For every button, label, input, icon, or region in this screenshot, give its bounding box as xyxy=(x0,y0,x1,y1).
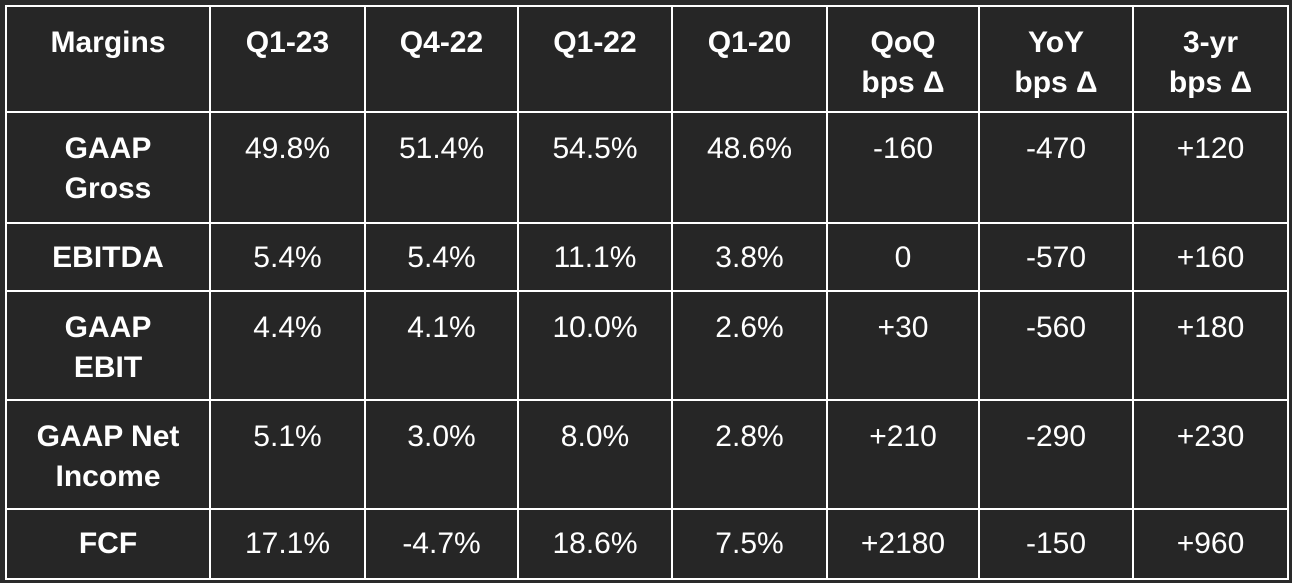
cell-3yr: +960 xyxy=(1132,508,1289,580)
header-3yr: 3-yr bps Δ xyxy=(1132,5,1289,113)
cell-value: 4.4% xyxy=(209,290,366,401)
cell-qoq: 0 xyxy=(826,222,980,292)
cell-value: 7.5% xyxy=(671,508,828,580)
cell-qoq: +210 xyxy=(826,399,980,510)
cell-value: 5.4% xyxy=(364,222,519,292)
cell-yoy: -470 xyxy=(978,111,1134,224)
cell-value: 5.4% xyxy=(209,222,366,292)
table-row: GAAP Gross 49.8% 51.4% 54.5% 48.6% -160 -… xyxy=(5,111,1289,224)
cell-3yr: +120 xyxy=(1132,111,1289,224)
cell-3yr: +230 xyxy=(1132,399,1289,510)
table-row: FCF 17.1% -4.7% 18.6% 7.5% +2180 -150 +9… xyxy=(5,508,1289,580)
header-qoq: QoQ bps Δ xyxy=(826,5,980,113)
header-q1-22: Q1-22 xyxy=(517,5,673,113)
margins-table: Margins Q1-23 Q4-22 Q1-22 Q1-20 QoQ bps Δ… xyxy=(5,5,1289,580)
cell-value: 2.6% xyxy=(671,290,828,401)
row-label-gaap-net-income: GAAP Net Income xyxy=(5,399,211,510)
cell-value: 8.0% xyxy=(517,399,673,510)
cell-value: 51.4% xyxy=(364,111,519,224)
cell-value: 10.0% xyxy=(517,290,673,401)
cell-value: 54.5% xyxy=(517,111,673,224)
header-q1-23: Q1-23 xyxy=(209,5,366,113)
row-label-gaap-ebit: GAAP EBIT xyxy=(5,290,211,401)
cell-value: 17.1% xyxy=(209,508,366,580)
table-row: GAAP Net Income 5.1% 3.0% 8.0% 2.8% +210 … xyxy=(5,399,1289,510)
header-margins: Margins xyxy=(5,5,211,113)
cell-value: 49.8% xyxy=(209,111,366,224)
cell-qoq: +30 xyxy=(826,290,980,401)
cell-yoy: -570 xyxy=(978,222,1134,292)
cell-yoy: -150 xyxy=(978,508,1134,580)
cell-yoy: -560 xyxy=(978,290,1134,401)
cell-value: -4.7% xyxy=(364,508,519,580)
row-label-fcf: FCF xyxy=(5,508,211,580)
row-label-ebitda: EBITDA xyxy=(5,222,211,292)
cell-yoy: -290 xyxy=(978,399,1134,510)
cell-3yr: +160 xyxy=(1132,222,1289,292)
header-yoy: YoY bps Δ xyxy=(978,5,1134,113)
cell-value: 3.8% xyxy=(671,222,828,292)
cell-qoq: +2180 xyxy=(826,508,980,580)
row-label-gaap-gross: GAAP Gross xyxy=(5,111,211,224)
cell-value: 3.0% xyxy=(364,399,519,510)
header-q4-22: Q4-22 xyxy=(364,5,519,113)
cell-3yr: +180 xyxy=(1132,290,1289,401)
cell-value: 5.1% xyxy=(209,399,366,510)
header-q1-20: Q1-20 xyxy=(671,5,828,113)
header-row: Margins Q1-23 Q4-22 Q1-22 Q1-20 QoQ bps Δ… xyxy=(5,5,1289,113)
cell-qoq: -160 xyxy=(826,111,980,224)
cell-value: 18.6% xyxy=(517,508,673,580)
cell-value: 11.1% xyxy=(517,222,673,292)
table-row: EBITDA 5.4% 5.4% 11.1% 3.8% 0 -570 +160 xyxy=(5,222,1289,292)
cell-value: 48.6% xyxy=(671,111,828,224)
cell-value: 4.1% xyxy=(364,290,519,401)
table-row: GAAP EBIT 4.4% 4.1% 10.0% 2.6% +30 -560 +… xyxy=(5,290,1289,401)
cell-value: 2.8% xyxy=(671,399,828,510)
